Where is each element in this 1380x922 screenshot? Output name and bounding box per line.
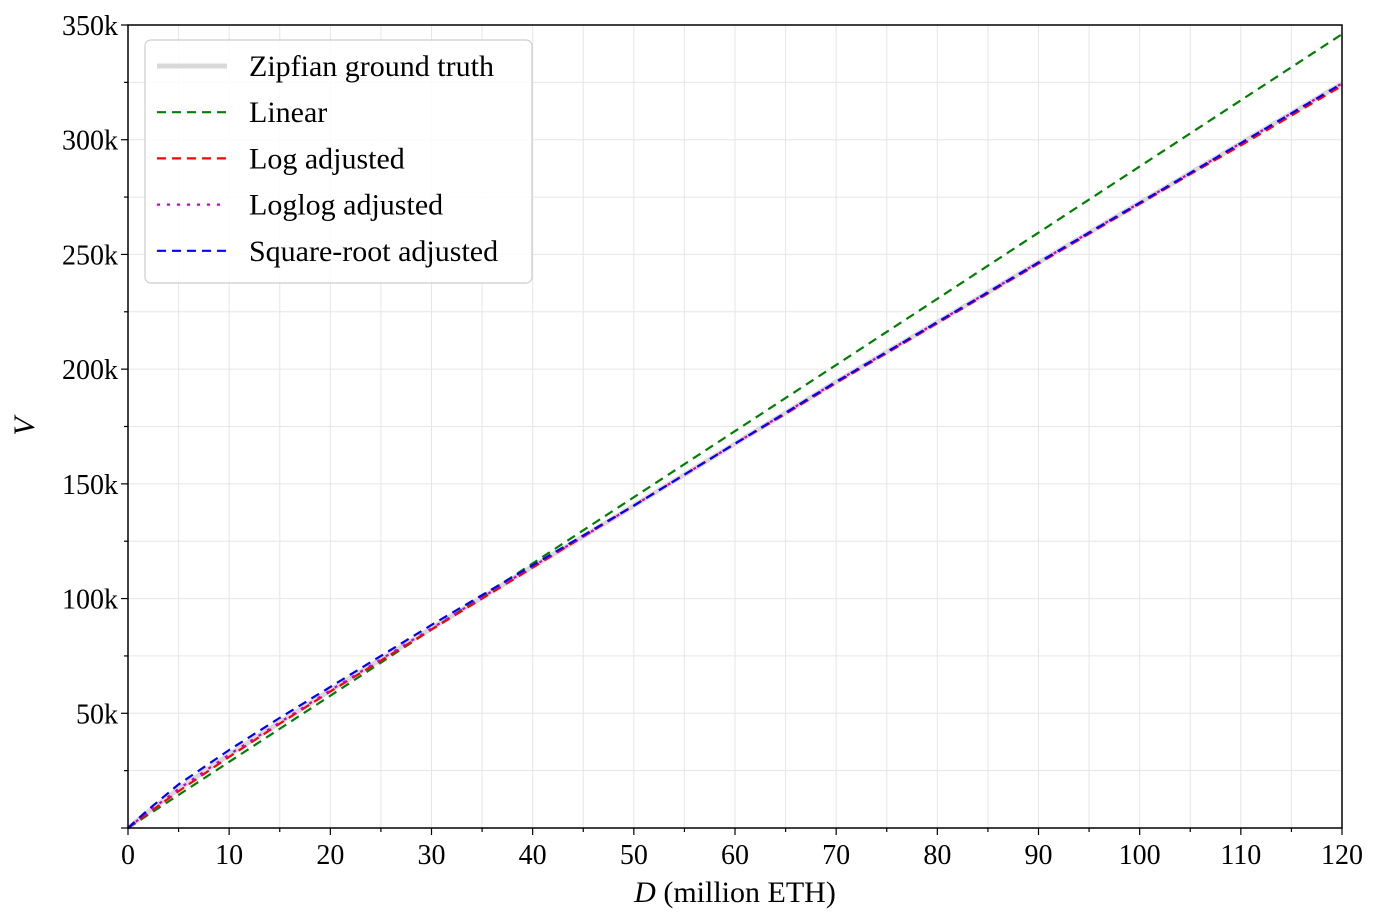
x-tick-label: 10 [215,840,243,871]
x-tick-label: 100 [1119,840,1161,871]
x-axis-label: D (million ETH) [633,876,836,909]
x-axis-label-unit: (million ETH) [656,876,836,909]
legend-label-3: Loglog adjusted [249,189,443,222]
x-tick-label: 70 [822,840,850,871]
y-tick-label: 100k [62,585,118,616]
legend-label-4: Square-root adjusted [249,235,498,268]
series-lines [126,33,1344,830]
series-line-1 [127,33,1343,829]
x-tick-label: 90 [1025,840,1053,871]
y-tick-label: 300k [62,126,118,157]
series-line-4 [127,82,1343,829]
x-tick-label: 110 [1220,840,1261,871]
legend-label-2: Log adjusted [249,142,405,175]
y-tick-label: 250k [62,240,118,271]
x-tick-label: 0 [121,840,135,871]
legend-label-1: Linear [249,96,327,129]
y-tick-label: 200k [62,355,118,386]
y-tick-label: 150k [62,470,118,501]
x-tick-label: 30 [418,840,446,871]
y-axis-label: V [8,414,41,436]
legend: Zipfian ground truth Linear Log adjusted Lo… [144,39,533,284]
x-tick-label: 50 [620,840,648,871]
y-tick-label: 350k [62,11,118,42]
ticks: 0 10 20 30 40 50 60 70 80 90 100 110 120 50k 100k 150k 2… [62,11,1363,871]
series-line-0 [126,81,1344,830]
x-tick-label: 20 [316,840,344,871]
x-tick-label: 80 [923,840,951,871]
x-tick-label: 120 [1321,840,1363,871]
x-axis-label-symbol: D [633,876,656,909]
x-tick-label: 60 [721,840,749,871]
legend-box [144,39,533,284]
legend-label-0: Zipfian ground truth [249,50,494,83]
x-tick-label: 40 [519,840,547,871]
y-tick-label: 50k [76,699,118,730]
